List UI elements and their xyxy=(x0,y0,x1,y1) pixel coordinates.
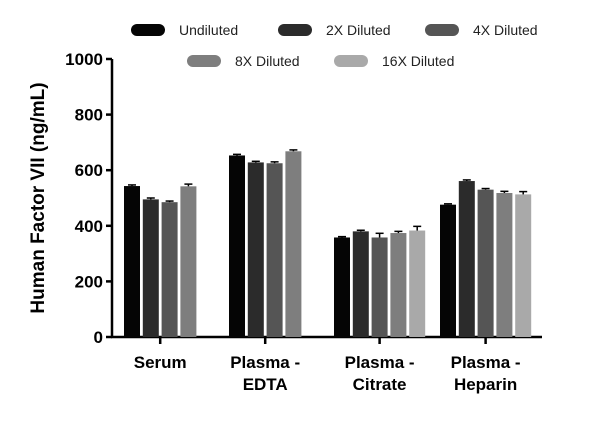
y-axis-title: Human Factor VII (ng/mL) xyxy=(28,82,49,313)
x-category-label: Plasma - xyxy=(451,353,521,372)
legend-swatch xyxy=(131,24,165,36)
bar xyxy=(334,237,350,337)
bar xyxy=(458,181,475,337)
x-category-label: Plasma - xyxy=(345,353,415,372)
legend-label: 4X Diluted xyxy=(473,22,538,38)
bar xyxy=(440,204,456,337)
legend-label: Undiluted xyxy=(179,22,238,38)
bar xyxy=(247,162,264,337)
x-category-label: Heparin xyxy=(454,375,517,394)
y-tick-label: 600 xyxy=(75,161,103,180)
y-tick-label: 800 xyxy=(75,106,103,125)
y-tick-label: 0 xyxy=(94,328,103,347)
bar xyxy=(409,230,426,337)
legend-swatch xyxy=(187,55,221,67)
legend-label: 2X Diluted xyxy=(326,22,391,38)
legend-label: 8X Diluted xyxy=(235,53,300,69)
y-tick-label: 1000 xyxy=(65,50,103,69)
bar xyxy=(496,192,513,337)
legend-label: 16X Diluted xyxy=(382,53,454,69)
x-category-label: Serum xyxy=(134,353,187,372)
bar xyxy=(477,189,494,337)
y-tick-label: 200 xyxy=(75,272,103,291)
bar xyxy=(180,186,197,337)
bar xyxy=(161,202,178,337)
bar xyxy=(285,151,302,337)
bar xyxy=(266,163,283,337)
x-category-label: Citrate xyxy=(353,375,407,394)
bar xyxy=(390,233,407,337)
bar xyxy=(371,237,388,337)
bar xyxy=(229,155,245,337)
x-category-label: EDTA xyxy=(243,375,288,394)
legend-swatch xyxy=(334,55,368,67)
y-tick-label: 400 xyxy=(75,217,103,236)
bar xyxy=(142,199,159,337)
bar xyxy=(352,231,369,337)
plot-area: 0 200 400 600 800 1000 Serum Plasma - EDTA Plasma… xyxy=(65,50,542,394)
legend-swatch xyxy=(425,24,459,36)
bar xyxy=(124,186,140,337)
bar xyxy=(515,194,532,337)
x-category-label: Plasma - xyxy=(230,353,300,372)
legend: Undiluted 2X Diluted 4X Diluted 8X Diluted 1… xyxy=(131,22,538,69)
legend-swatch xyxy=(278,24,312,36)
